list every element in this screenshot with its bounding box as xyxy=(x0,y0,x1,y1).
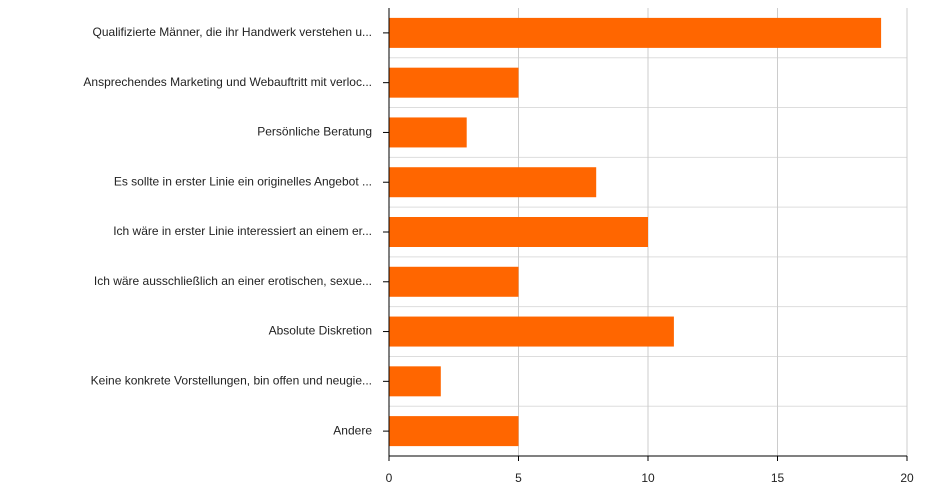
x-tick-label: 20 xyxy=(900,471,914,485)
bar xyxy=(389,366,441,397)
bar xyxy=(389,217,648,247)
y-tick-label: Qualifizierte Männer, die ihr Handwerk v… xyxy=(93,25,372,39)
bar xyxy=(389,316,674,347)
bar xyxy=(389,17,882,48)
x-tick-label: 0 xyxy=(386,471,393,485)
bar xyxy=(389,67,519,98)
bar xyxy=(389,266,519,297)
y-tick-label: Persönliche Beratung xyxy=(257,125,372,139)
x-tick-label: 15 xyxy=(771,471,785,485)
y-tick-label: Ich wäre ausschließlich an einer erotisc… xyxy=(94,274,372,288)
y-tick-label: Keine konkrete Vorstellungen, bin offen … xyxy=(91,374,372,388)
y-tick-label: Es sollte in erster Linie ein originelle… xyxy=(114,174,372,188)
y-tick-label: Absolute Diskretion xyxy=(269,324,372,338)
y-tick-label: Andere xyxy=(333,423,372,437)
bar xyxy=(389,117,467,148)
bar xyxy=(389,167,597,198)
bar xyxy=(389,416,519,447)
x-tick-label: 10 xyxy=(641,471,655,485)
y-tick-label: Ich wäre in erster Linie interessiert an… xyxy=(113,224,372,238)
x-tick-label: 5 xyxy=(515,471,522,485)
y-tick-label: Ansprechendes Marketing und Webauftritt … xyxy=(83,75,372,89)
